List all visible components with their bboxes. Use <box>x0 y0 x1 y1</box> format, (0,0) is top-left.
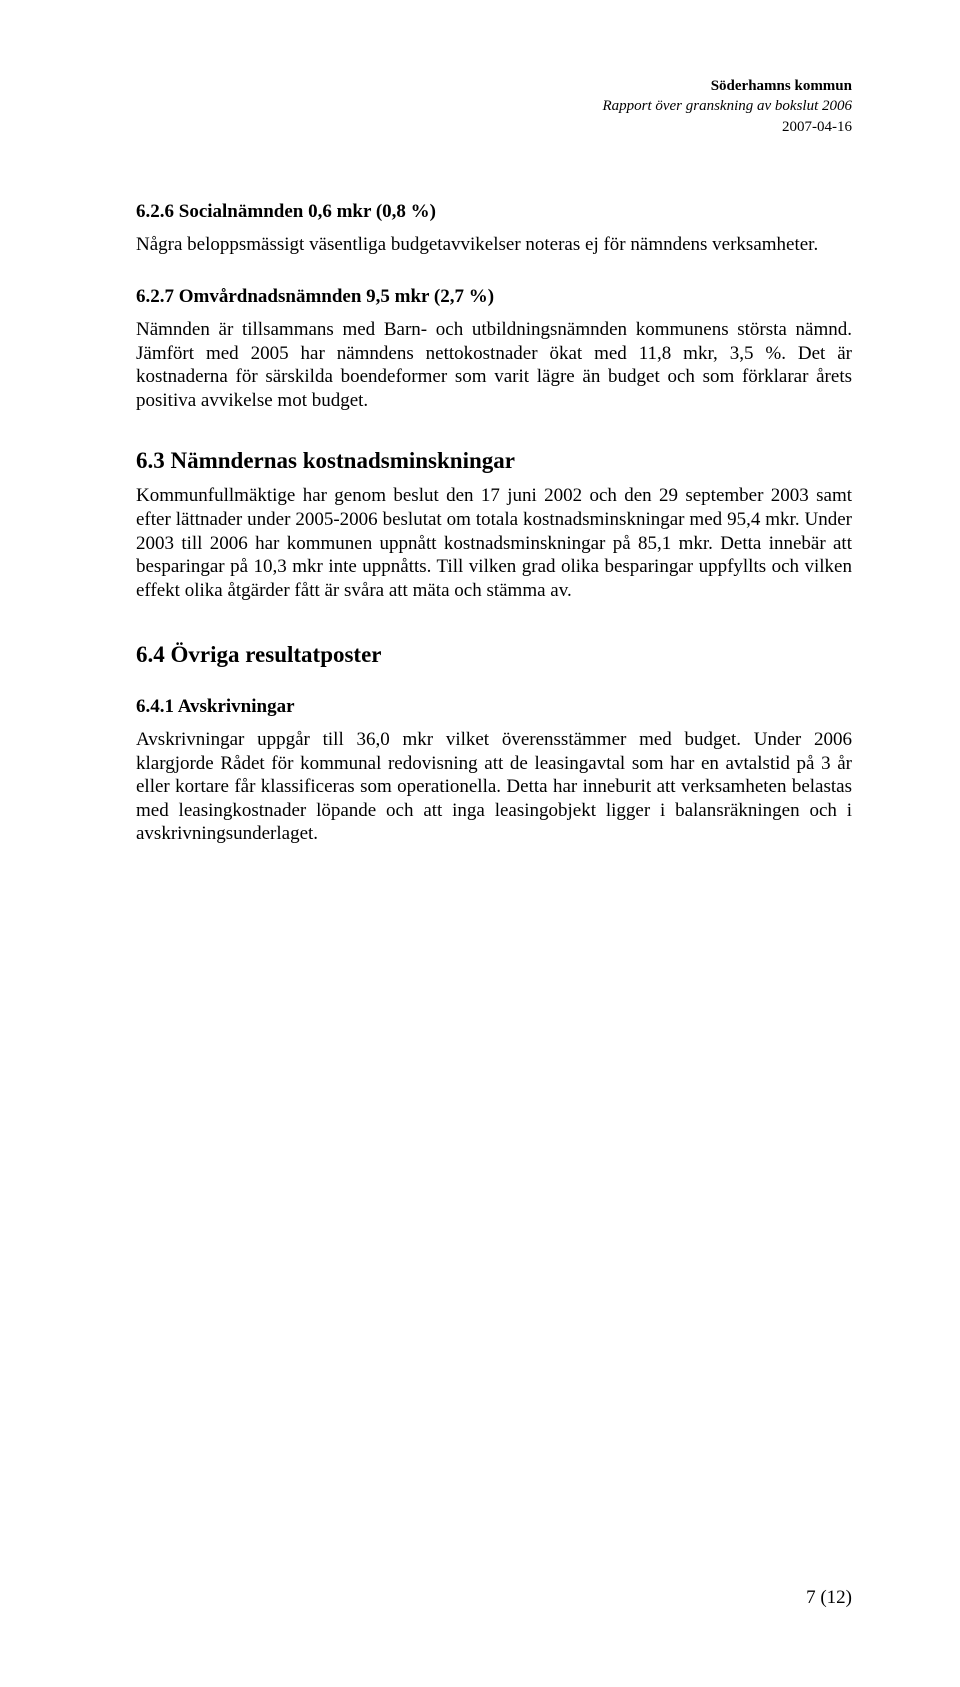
header-report-title: Rapport över granskning av bokslut 2006 <box>136 96 852 116</box>
heading-6-2-7: 6.2.7 Omvårdnadsnämnden 9,5 mkr (2,7 %) <box>136 286 852 308</box>
heading-6-4: 6.4 Övriga resultatposter <box>136 642 852 668</box>
heading-6-4-1: 6.4.1 Avskrivningar <box>136 696 852 718</box>
header-date: 2007-04-16 <box>136 117 852 137</box>
header-municipality: Söderhamns kommun <box>136 76 852 96</box>
heading-6-2-6: 6.2.6 Socialnämnden 0,6 mkr (0,8 %) <box>136 201 852 223</box>
body-6-2-6: Några beloppsmässigt väsentliga budgetav… <box>136 233 852 257</box>
body-6-2-7: Nämnden är tillsammans med Barn- och utb… <box>136 318 852 412</box>
page-header: Söderhamns kommun Rapport över gransknin… <box>136 76 852 137</box>
body-6-3: Kommunfullmäktige har genom beslut den 1… <box>136 484 852 602</box>
heading-6-3: 6.3 Nämndernas kostnadsminskningar <box>136 448 852 474</box>
document-page: Söderhamns kommun Rapport över gransknin… <box>0 0 960 1687</box>
page-number: 7 (12) <box>806 1587 852 1609</box>
body-6-4-1: Avskrivningar uppgår till 36,0 mkr vilke… <box>136 728 852 846</box>
